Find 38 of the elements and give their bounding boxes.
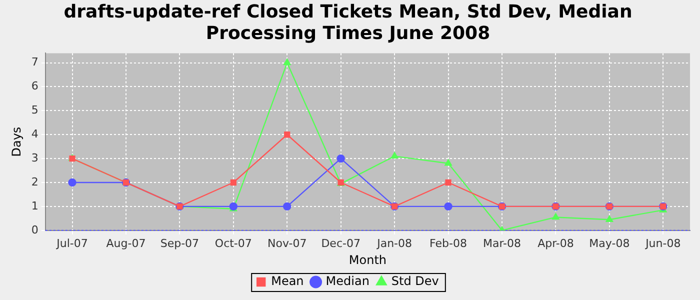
y-tick-label: 5: [31, 104, 38, 117]
point: [283, 58, 291, 66]
point: [444, 202, 452, 211]
y-tick-label: 4: [31, 127, 38, 140]
x-tick-label: Dec-07: [321, 236, 360, 250]
x-tick-label: May-08: [589, 236, 630, 250]
point: [552, 213, 560, 220]
x-tick-label: Mar-08: [482, 236, 522, 250]
point: [283, 202, 292, 211]
x-tick-label: Feb-08: [430, 236, 467, 250]
x-tick-label: Oct-07: [214, 236, 252, 250]
point: [606, 216, 614, 222]
x-tick-label: Jul-07: [56, 236, 88, 250]
x-axis-title: Month: [348, 252, 387, 267]
point: [390, 152, 398, 159]
x-tick-label: Nov-07: [268, 236, 307, 250]
legend-label: Mean: [271, 274, 304, 288]
y-tick-label: 0: [31, 223, 38, 236]
point: [284, 132, 290, 138]
y-tick-label: 2: [31, 175, 38, 188]
point: [444, 159, 452, 166]
x-tick-label: Jan-08: [376, 236, 412, 250]
y-tick-label: 7: [31, 56, 38, 69]
chart-title: drafts-update-ref Closed Tickets Mean, Std Dev, Median Processing Times June 2008: [64, 1, 632, 44]
legend-label: Std Dev: [391, 274, 439, 288]
x-tick-label: Sep-07: [160, 236, 200, 250]
point: [445, 179, 452, 186]
x-tick-label: Aug-07: [106, 236, 146, 250]
legend-label: Median: [326, 274, 370, 288]
x-tick-label: Jun-08: [644, 236, 681, 250]
point: [336, 154, 345, 163]
y-tick-label: 3: [31, 151, 38, 164]
point: [68, 178, 76, 187]
y-axis-title: Days: [9, 126, 24, 157]
point: [230, 179, 236, 186]
y-tick-label: 6: [31, 80, 38, 93]
y-tick-label: 1: [31, 199, 38, 212]
x-tick-label: Apr-08: [538, 236, 574, 250]
